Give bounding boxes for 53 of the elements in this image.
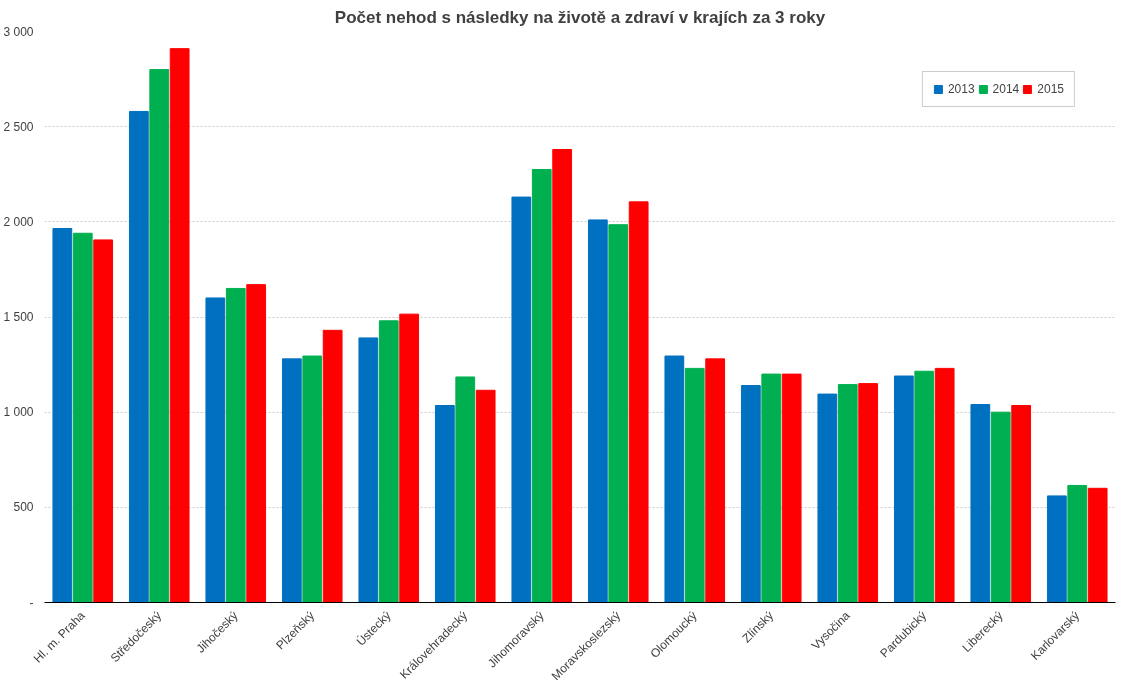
y-tick-label: - [29,595,34,610]
bar [1011,405,1032,603]
chart-title: Počet nehod s následky na životě a zdraví v krajích za 3 roky [334,7,826,27]
bar [302,355,323,603]
bar [740,385,761,603]
bar [893,375,914,603]
bar [990,411,1011,603]
legend-label: 2014 [992,82,1020,96]
bar [358,337,379,603]
bar [817,393,838,603]
bar [781,373,802,603]
bar [1087,487,1108,603]
y-tick-label: 1 000 [3,405,34,420]
bar [149,69,170,603]
legend-label: 2013 [947,82,975,96]
bar [128,110,149,603]
bar [455,376,476,603]
bar [914,370,935,603]
bar [684,367,705,603]
bar [205,297,226,603]
bar [628,201,649,603]
bar [608,224,629,603]
bar [1067,484,1088,603]
y-tick-label: 2 000 [3,214,34,229]
bar [322,329,343,603]
bar [837,384,858,603]
y-tick-label: 3 000 [3,24,34,39]
bar [531,168,552,603]
bar [72,232,93,603]
bar [552,149,573,603]
bar [934,367,955,603]
bar [664,355,685,603]
bar [1046,495,1067,603]
bar [858,383,879,603]
bar [225,287,246,603]
bar [587,219,608,603]
bar [378,320,399,603]
legend-label: 2015 [1037,82,1064,96]
bar [970,404,991,603]
bar [705,358,726,603]
bar [399,313,420,603]
bar [434,405,455,603]
bar [52,227,73,603]
bar [761,373,782,603]
bar [281,358,302,603]
bar [169,48,190,603]
bar [246,284,267,603]
y-tick-label: 1 500 [3,310,34,324]
bar [511,196,532,603]
bar [93,239,114,603]
y-tick-label: 500 [13,500,34,515]
bar [475,389,496,603]
y-tick-label: 2 500 [3,119,34,134]
